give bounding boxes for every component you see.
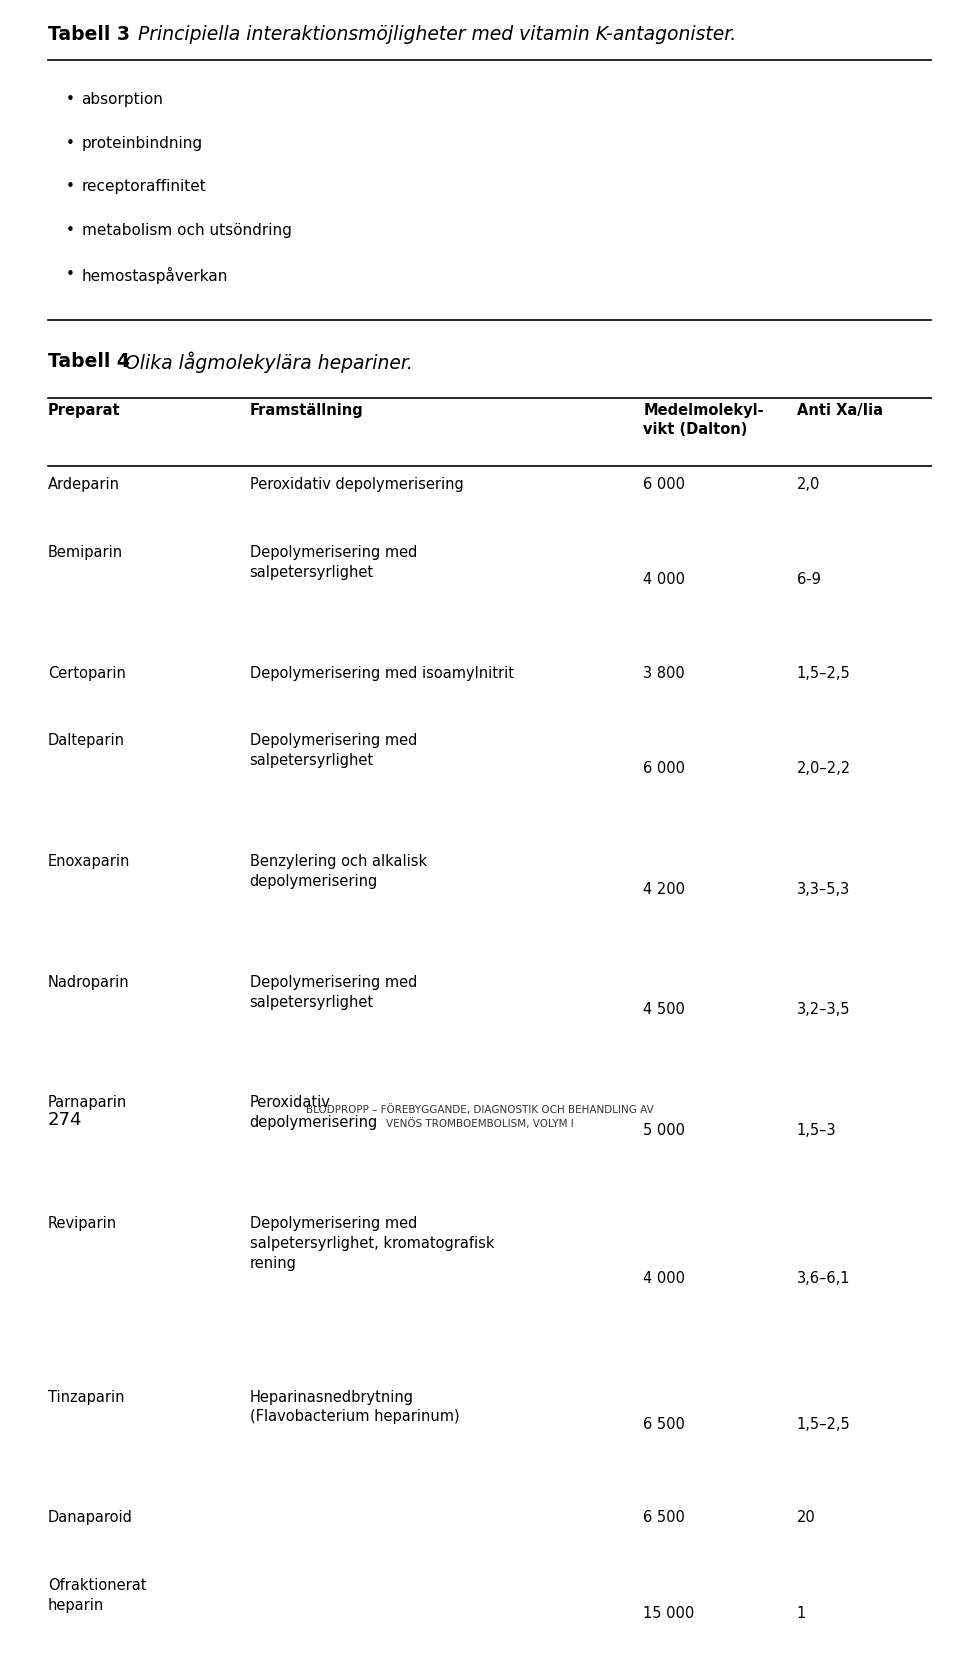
Text: 6 000: 6 000 <box>643 761 685 776</box>
Text: Olika lågmolekylära hepariner.: Olika lågmolekylära hepariner. <box>119 352 413 374</box>
Text: Peroxidativ
depolymerisering: Peroxidativ depolymerisering <box>250 1095 378 1130</box>
Text: Depolymerisering med
salpetersyrlighet: Depolymerisering med salpetersyrlighet <box>250 733 417 768</box>
Text: 6 500: 6 500 <box>643 1417 685 1432</box>
Text: Medelmolekyl-
vikt (Dalton): Medelmolekyl- vikt (Dalton) <box>643 404 764 438</box>
Text: 1: 1 <box>797 1605 806 1620</box>
Text: Anti Xa/Iia: Anti Xa/Iia <box>797 404 883 419</box>
Text: Nadroparin: Nadroparin <box>48 974 130 989</box>
Text: BLODPROPP – FÖREBYGGANDE, DIAGNOSTIK OCH BEHANDLING AV: BLODPROPP – FÖREBYGGANDE, DIAGNOSTIK OCH… <box>306 1103 654 1115</box>
Text: 4 000: 4 000 <box>643 1271 685 1286</box>
Text: •: • <box>65 92 74 107</box>
Text: 1,5–2,5: 1,5–2,5 <box>797 666 851 681</box>
Text: 2,0: 2,0 <box>797 476 820 491</box>
Text: Preparat: Preparat <box>48 404 121 419</box>
Text: Heparinasnedbrytning
(Flavobacterium heparinum): Heparinasnedbrytning (Flavobacterium hep… <box>250 1390 459 1424</box>
Text: Enoxaparin: Enoxaparin <box>48 854 131 869</box>
Text: hemostaspåverkan: hemostaspåverkan <box>82 267 228 283</box>
Text: Depolymerisering med
salpetersyrlighet: Depolymerisering med salpetersyrlighet <box>250 545 417 580</box>
Text: Depolymerisering med
salpetersyrlighet: Depolymerisering med salpetersyrlighet <box>250 974 417 1010</box>
Text: Ofraktionerat
heparin: Ofraktionerat heparin <box>48 1578 147 1613</box>
Text: 1,5–3: 1,5–3 <box>797 1124 836 1139</box>
Text: Ardeparin: Ardeparin <box>48 476 120 491</box>
Text: Certoparin: Certoparin <box>48 666 126 681</box>
Text: 3,3–5,3: 3,3–5,3 <box>797 882 850 897</box>
Text: •: • <box>65 136 74 151</box>
Text: Bemiparin: Bemiparin <box>48 545 123 560</box>
Text: metabolism och utsöndring: metabolism och utsöndring <box>82 223 292 238</box>
Text: 5 000: 5 000 <box>643 1124 685 1139</box>
Text: 1,5–2,5: 1,5–2,5 <box>797 1417 851 1432</box>
Text: Dalteparin: Dalteparin <box>48 733 125 748</box>
Text: VENÖS TROMBOEMBOLISM, VOLYM I: VENÖS TROMBOEMBOLISM, VOLYM I <box>386 1119 574 1129</box>
Text: Tabell 3: Tabell 3 <box>48 25 130 44</box>
Text: Depolymerisering med isoamylnitrit: Depolymerisering med isoamylnitrit <box>250 666 514 681</box>
Text: 2,0–2,2: 2,0–2,2 <box>797 761 851 776</box>
Text: Principiella interaktionsmöjligheter med vitamin K-antagonister.: Principiella interaktionsmöjligheter med… <box>132 25 736 44</box>
Text: Parnaparin: Parnaparin <box>48 1095 128 1110</box>
Text: •: • <box>65 223 74 238</box>
Text: 3,6–6,1: 3,6–6,1 <box>797 1271 851 1286</box>
Text: 6 000: 6 000 <box>643 476 685 491</box>
Text: •: • <box>65 179 74 195</box>
Text: 3 800: 3 800 <box>643 666 684 681</box>
Text: Peroxidativ depolymerisering: Peroxidativ depolymerisering <box>250 476 464 491</box>
Text: 4 200: 4 200 <box>643 882 685 897</box>
Text: Depolymerisering med
salpetersyrlighet, kromatografisk
rening: Depolymerisering med salpetersyrlighet, … <box>250 1216 494 1271</box>
Text: proteinbindning: proteinbindning <box>82 136 203 151</box>
Text: 20: 20 <box>797 1511 816 1526</box>
Text: Reviparin: Reviparin <box>48 1216 117 1231</box>
Text: 274: 274 <box>48 1110 83 1129</box>
Text: 15 000: 15 000 <box>643 1605 694 1620</box>
Text: absorption: absorption <box>82 92 163 107</box>
Text: 3,2–3,5: 3,2–3,5 <box>797 1003 851 1018</box>
Text: Danaparoid: Danaparoid <box>48 1511 132 1526</box>
Text: Benzylering och alkalisk
depolymerisering: Benzylering och alkalisk depolymeriserin… <box>250 854 427 889</box>
Text: Tinzaparin: Tinzaparin <box>48 1390 125 1405</box>
Text: 4 000: 4 000 <box>643 572 685 587</box>
Text: 4 500: 4 500 <box>643 1003 685 1018</box>
Text: •: • <box>65 267 74 282</box>
Text: 6 500: 6 500 <box>643 1511 685 1526</box>
Text: 6-9: 6-9 <box>797 572 821 587</box>
Text: receptoraffinitet: receptoraffinitet <box>82 179 206 195</box>
Text: Framställning: Framställning <box>250 404 363 419</box>
Text: Tabell 4: Tabell 4 <box>48 352 130 371</box>
